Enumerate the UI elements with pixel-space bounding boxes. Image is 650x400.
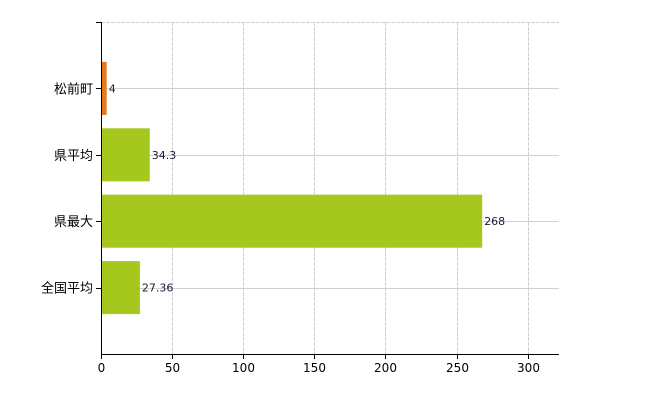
bar-2 bbox=[101, 194, 483, 248]
x-tick-label: 50 bbox=[165, 361, 180, 375]
data-label: 4 bbox=[109, 82, 116, 95]
category-label: 松前町 bbox=[54, 81, 93, 97]
x-tick-label: 300 bbox=[517, 361, 540, 375]
bar-3 bbox=[101, 261, 140, 315]
bar-1 bbox=[101, 128, 150, 182]
category-label: 県平均 bbox=[54, 149, 93, 164]
data-label: 34.3 bbox=[152, 149, 177, 162]
data-label: 268 bbox=[484, 215, 505, 228]
bar-0 bbox=[101, 61, 107, 115]
x-tick-label: 250 bbox=[446, 361, 469, 375]
x-tick-label: 200 bbox=[374, 361, 397, 375]
x-tick-label: 150 bbox=[303, 361, 326, 375]
x-tick-label: 0 bbox=[98, 361, 106, 375]
x-tick-label: 100 bbox=[232, 361, 255, 375]
category-label: 全国平均 bbox=[41, 281, 93, 297]
data-label: 27.36 bbox=[142, 282, 174, 295]
category-label: 県最大 bbox=[54, 215, 93, 230]
